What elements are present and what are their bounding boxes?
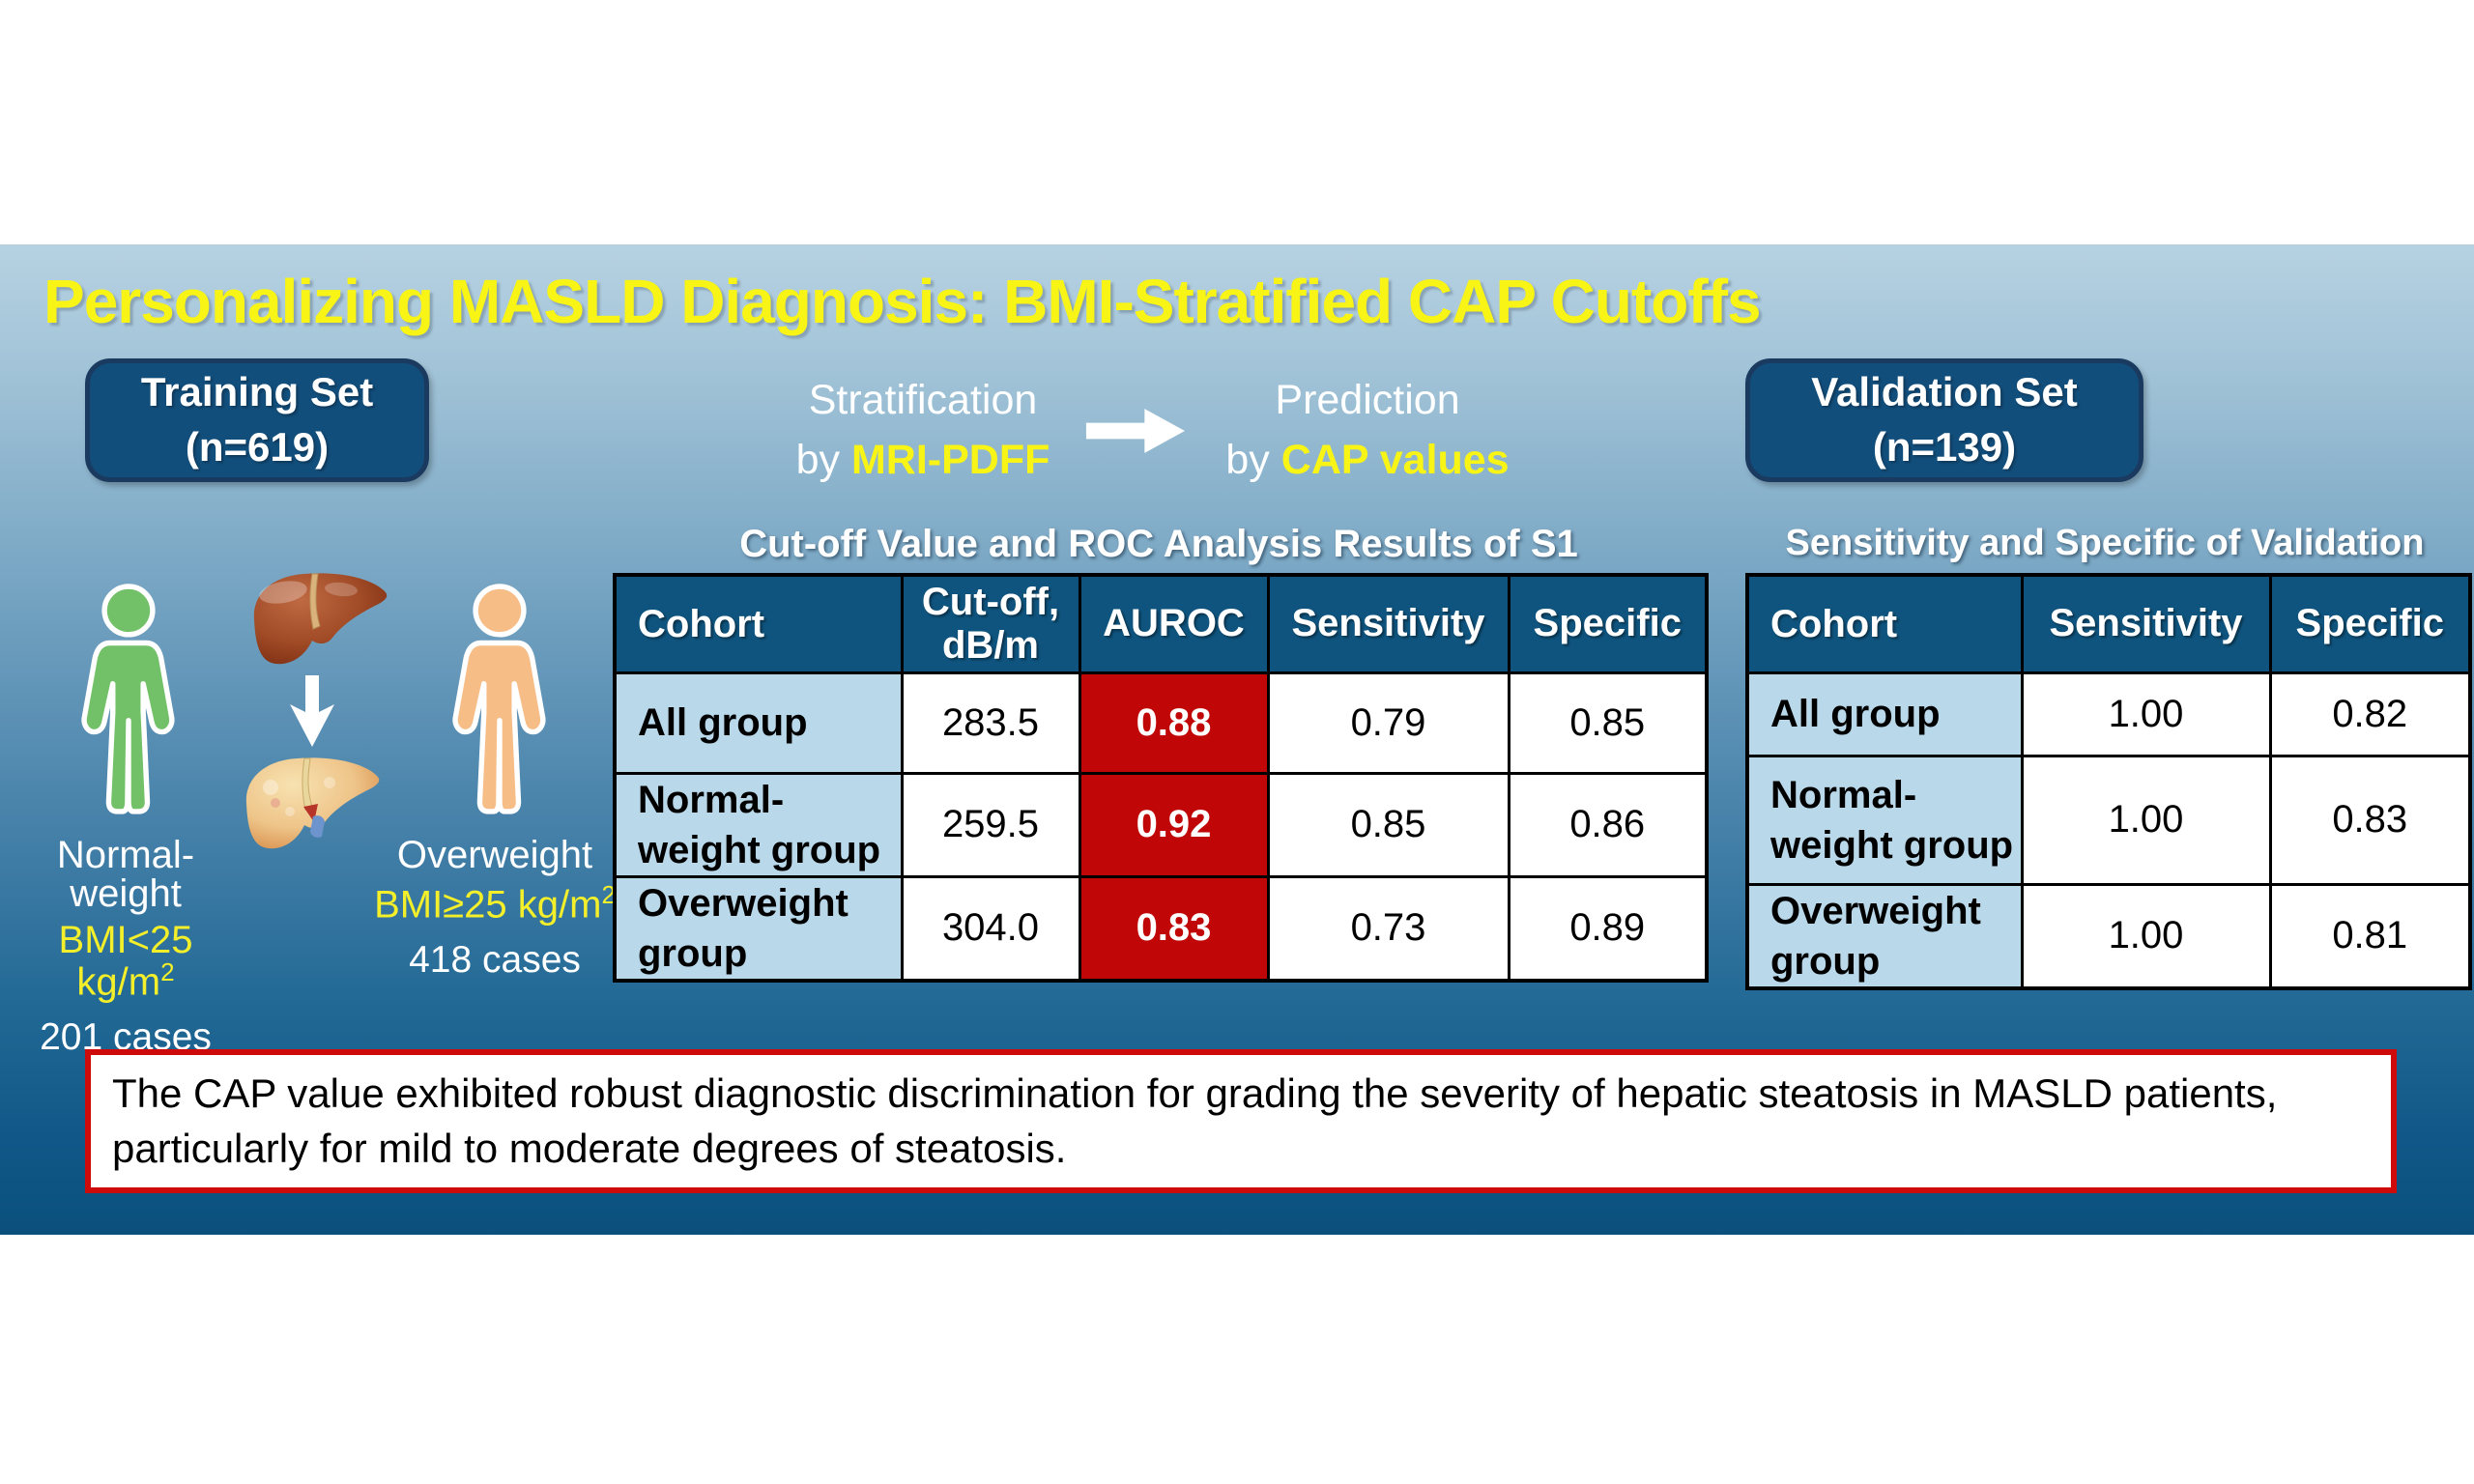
- stratification-method-line: by MRI-PDFF: [720, 430, 1126, 490]
- cohort-cell: Normal-weight group: [1745, 754, 2024, 886]
- stratification-title: Stratification: [808, 377, 1038, 423]
- specific-cell: 0.83: [2268, 754, 2472, 886]
- right-arrow-icon: [1085, 409, 1185, 453]
- roc-header-specific: Specific: [1507, 573, 1709, 674]
- overweight-bmi-text: BMI≥25 kg/m: [374, 883, 602, 927]
- specific-cell: 0.85: [1507, 671, 1709, 775]
- normal-weight-caption: Normal-weight BMI<25 kg/m2 201 cases: [5, 836, 246, 1056]
- specific-cell: 0.86: [1507, 771, 1709, 878]
- table-row: Overweight group 304.0 0.83 0.73 0.89: [613, 874, 1709, 982]
- normal-weight-label: Normal-weight: [56, 834, 195, 915]
- roc-header-cutoff: Cut-off, dB/m: [900, 573, 1081, 674]
- sensitivity-cell: 0.79: [1266, 671, 1510, 775]
- validation-set-box: Validation Set (n=139): [1745, 358, 2143, 482]
- normal-weight-bmi: BMI<25 kg/m2: [5, 921, 246, 1001]
- sensitivity-cell: 0.85: [1266, 771, 1510, 878]
- roc-header-sensitivity: Sensitivity: [1266, 573, 1510, 674]
- specific-cell: 0.81: [2268, 882, 2472, 989]
- validation-header-row: Cohort Sensitivity Specific: [1745, 573, 2472, 674]
- overweight-bmi-sup: 2: [601, 880, 616, 909]
- cohort-cell: Normal-weight group: [613, 771, 904, 878]
- stratification-by: by: [795, 437, 851, 484]
- cutoff-cell: 304.0: [900, 874, 1081, 982]
- normal-weight-bmi-sup: 2: [160, 957, 175, 986]
- cohort-cell: All group: [613, 671, 904, 775]
- roc-header-auroc: AUROC: [1078, 573, 1270, 674]
- specific-cell: 0.89: [1507, 874, 1709, 982]
- sensitivity-cell: 1.00: [2020, 754, 2272, 886]
- validation-set-n: (n=139): [1872, 424, 2017, 470]
- auroc-cell: 0.88: [1078, 671, 1270, 775]
- prediction-block: Prediction by CAP values: [1165, 370, 1570, 491]
- down-arrow-icon: [290, 675, 334, 747]
- validation-header-specific: Specific: [2268, 573, 2472, 674]
- overweight-caption: Overweight BMI≥25 kg/m2 418 cases: [374, 836, 616, 979]
- roc-table-title: Cut-off Value and ROC Analysis Results o…: [739, 523, 1578, 565]
- figure-title: Personalizing MASLD Diagnosis: BMI-Strat…: [43, 267, 1762, 336]
- fatty-liver-illustration: [245, 757, 380, 849]
- conclusion-text: The CAP value exhibited robust diagnosti…: [112, 1070, 2278, 1171]
- cutoff-cell: 259.5: [900, 771, 1081, 878]
- overweight-person-icon: [452, 584, 546, 814]
- sensitivity-cell: 1.00: [2020, 882, 2272, 989]
- roc-header-row: Cohort Cut-off, dB/m AUROC Sensitivity S…: [613, 573, 1709, 674]
- overweight-cases: 418 cases: [409, 939, 581, 982]
- table-row: Normal-weight group 259.5 0.92 0.85 0.86: [613, 771, 1709, 878]
- training-set-box: Training Set (n=619): [85, 358, 429, 482]
- cutoff-cell: 283.5: [900, 671, 1081, 775]
- sensitivity-cell: 1.00: [2020, 671, 2272, 757]
- training-set-label: Training Set: [140, 369, 374, 415]
- validation-header-cohort: Cohort: [1745, 573, 2024, 674]
- table-row: All group 1.00 0.82: [1745, 671, 2472, 757]
- healthy-liver-illustration: [253, 573, 388, 665]
- overweight-label: Overweight: [396, 834, 593, 876]
- prediction-title: Prediction: [1275, 377, 1460, 423]
- validation-table: Cohort Sensitivity Specific All group 1.…: [1745, 573, 2472, 990]
- prediction-by: by: [1225, 437, 1281, 484]
- normal-weight-person-icon: [81, 584, 175, 814]
- table-row: Overweight group 1.00 0.81: [1745, 882, 2472, 989]
- cohort-cell: Overweight group: [1745, 882, 2024, 989]
- auroc-cell: 0.83: [1078, 874, 1270, 982]
- cohort-cell: Overweight group: [613, 874, 904, 982]
- training-set-n: (n=619): [185, 424, 330, 470]
- validation-table-title: Sensitivity and Specific of Validation: [1785, 523, 2425, 563]
- validation-header-sensitivity: Sensitivity: [2020, 573, 2272, 674]
- sensitivity-cell: 0.73: [1266, 874, 1510, 982]
- prediction-method: CAP values: [1280, 437, 1510, 484]
- validation-set-label: Validation Set: [1811, 369, 2078, 415]
- cohort-cell: All group: [1745, 671, 2024, 757]
- overweight-bmi: BMI≥25 kg/m2: [374, 882, 616, 924]
- conclusion-box: The CAP value exhibited robust diagnosti…: [85, 1049, 2397, 1194]
- specific-cell: 0.82: [2268, 671, 2472, 757]
- roc-header-cohort: Cohort: [613, 573, 904, 674]
- table-row: All group 283.5 0.88 0.79 0.85: [613, 671, 1709, 775]
- roc-table: Cohort Cut-off, dB/m AUROC Sensitivity S…: [613, 573, 1709, 983]
- normal-weight-bmi-text: BMI<25 kg/m: [58, 919, 193, 1004]
- graphical-abstract: Personalizing MASLD Diagnosis: BMI-Strat…: [0, 244, 2474, 1235]
- stratification-method: MRI-PDFF: [850, 437, 1050, 484]
- table-row: Normal-weight group 1.00 0.83: [1745, 754, 2472, 886]
- prediction-method-line: by CAP values: [1165, 430, 1570, 490]
- auroc-cell: 0.92: [1078, 771, 1270, 878]
- stratification-block: Stratification by MRI-PDFF: [720, 370, 1126, 491]
